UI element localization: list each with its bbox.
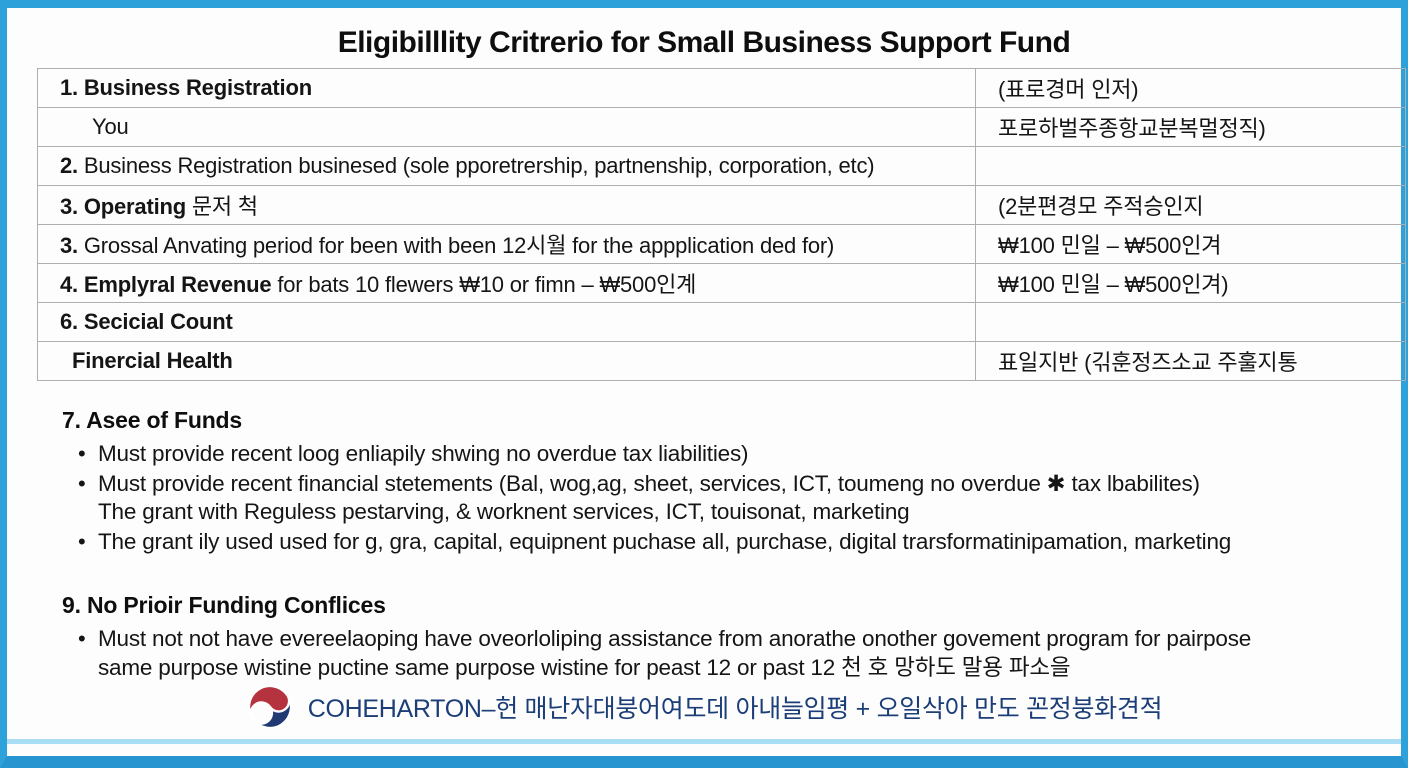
- bullet-list: Must provide recent loog enliapily shwin…: [76, 440, 1394, 556]
- criterion-label: 6. Secicial Count: [60, 309, 233, 334]
- bullet-text-continued: same purpose wistine puctine same purpos…: [98, 654, 1071, 680]
- value-cell: ₩100 민일 – ₩500인겨): [975, 263, 1406, 303]
- bullet-item: The grant ily used used for g, gra, capi…: [76, 528, 1394, 557]
- document-page: Eligibilllity Critrerio for Small Busine…: [14, 16, 1406, 739]
- value-cell: (2분편경모 주적승인지: [975, 185, 1406, 225]
- bullet-item: Must provide recent financial stetements…: [76, 470, 1394, 527]
- bullet-text: Must not not have evereelaoping have ove…: [98, 626, 1252, 651]
- criterion-cell: 2. Business Registration businesed (sole…: [37, 146, 976, 186]
- criterion-label: 3. Operating: [60, 194, 186, 219]
- bullet-text-continued: The grant with Reguless pestarving, & wo…: [98, 499, 910, 524]
- criterion-text: You: [92, 114, 129, 139]
- criterion-cell: 1. Business Registration: [37, 68, 976, 108]
- criterion-label: 4. Emplyral Revenue: [60, 272, 272, 297]
- criterion-text: 문저 척: [185, 194, 258, 219]
- bullet-text: Must provide recent financial stetements…: [98, 470, 1200, 496]
- section-use-of-funds: 7. Asee of Funds Must provide recent loo…: [62, 407, 1394, 556]
- value-cell: [975, 302, 1406, 342]
- criterion-text: Business Registration businesed (sole pp…: [77, 153, 875, 178]
- value-cell: 포로하벌주종항교분복멀정직): [975, 107, 1406, 147]
- notes-area: 7. Asee of Funds Must provide recent loo…: [62, 407, 1394, 682]
- bullet-item: Must provide recent loog enliapily shwin…: [76, 440, 1394, 469]
- value-cell: 표일지반 (긲훈정즈소교 주훌지통: [975, 341, 1406, 381]
- bullet-text: The grant ily used used for g, gra, capi…: [98, 528, 1232, 554]
- criterion-cell: You: [37, 107, 976, 147]
- bullet-list: Must not not have evereelaoping have ove…: [76, 625, 1394, 682]
- page-title: Eligibilllity Critrerio for Small Busine…: [337, 26, 1071, 59]
- section-heading: 9. No Prioir Funding Conflices: [62, 592, 386, 618]
- criterion-cell: 4. Emplyral Revenue for bats 10 flewers …: [37, 263, 976, 303]
- table-row: Finercial Health 표일지반 (긲훈정즈소교 주훌지통: [37, 341, 1406, 381]
- criterion-text: for bats 10 flewers ₩10 or fimn – ₩500인계: [271, 272, 697, 297]
- bullet-text: Must provide recent loog enliapily shwin…: [98, 441, 749, 466]
- criterion-text: Grossal Anvating period for been with be…: [77, 233, 835, 258]
- criterion-label: Finercial Health: [72, 348, 233, 373]
- criterion-cell: Finercial Health: [37, 341, 976, 381]
- section-no-prior-funding: 9. No Prioir Funding Conflices Must not …: [62, 592, 1394, 682]
- footer: COHEHARTON–헌 매난자대붕어여도데 아내늘임평 + 오일삭아 만도 꼰…: [14, 683, 1394, 731]
- table-row: 4. Emplyral Revenue for bats 10 flewers …: [37, 263, 1406, 303]
- table-row: 6. Secicial Count: [37, 302, 1406, 342]
- bottom-accent-strip: [7, 739, 1401, 744]
- criterion-label: 3.: [60, 233, 78, 258]
- footer-text: COHEHARTON–헌 매난자대붕어여도데 아내늘임평 + 오일삭아 만도 꼰…: [307, 695, 1163, 723]
- criterion-label: 1. Business Registration: [60, 75, 312, 100]
- table-row: 1. Business Registration (표로경머 인저): [37, 68, 1406, 108]
- value-cell: (표로경머 인저): [975, 68, 1406, 108]
- table-row: 3. Operating 문저 척 (2분편경모 주적승인지: [37, 185, 1406, 225]
- table-row: 3. Grossal Anvating period for been with…: [37, 224, 1406, 264]
- taegeuk-emblem-icon: [247, 684, 292, 730]
- value-cell: ₩100 민일 – ₩500인겨: [975, 224, 1406, 264]
- section-heading: 7. Asee of Funds: [62, 407, 242, 433]
- value-cell: [975, 146, 1406, 186]
- criterion-cell: 3. Grossal Anvating period for been with…: [37, 224, 976, 264]
- criterion-cell: 6. Secicial Count: [37, 302, 976, 342]
- criterion-label: 2.: [60, 153, 78, 178]
- criterion-cell: 3. Operating 문저 척: [37, 185, 976, 225]
- table-row: You 포로하벌주종항교분복멀정직): [37, 107, 1406, 147]
- criteria-table: 1. Business Registration (표로경머 인저) You 포…: [37, 68, 1406, 381]
- bullet-item: Must not not have evereelaoping have ove…: [76, 625, 1394, 682]
- table-row: 2. Business Registration businesed (sole…: [37, 146, 1406, 186]
